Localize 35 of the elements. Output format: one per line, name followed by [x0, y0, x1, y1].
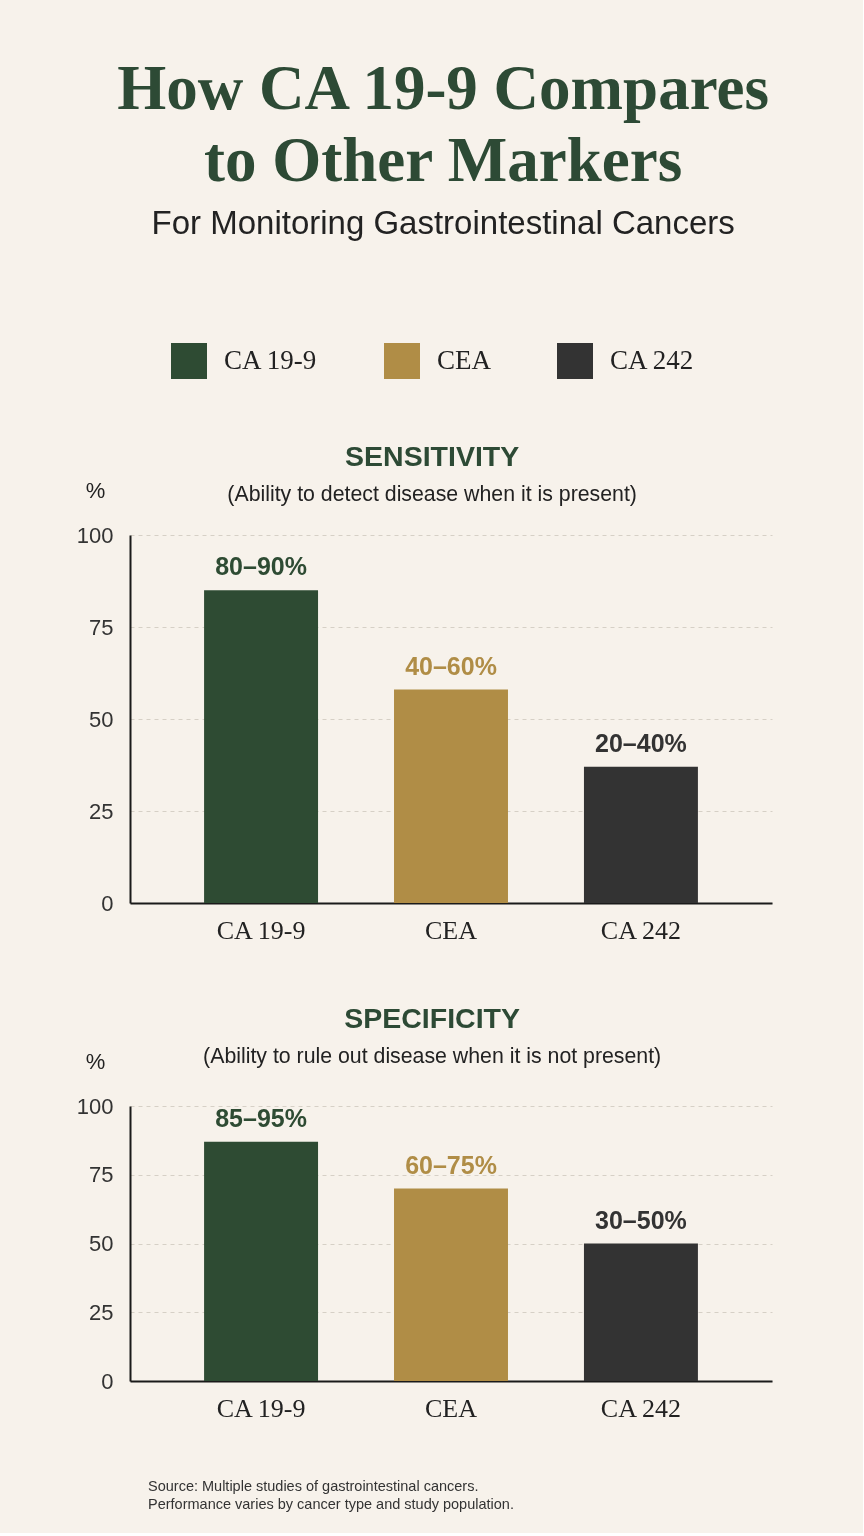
y-tick-label: 50 — [89, 706, 114, 732]
y-axis-title: % — [85, 477, 106, 503]
x-tick-label: CEA — [425, 915, 478, 945]
legend-label: CEA — [437, 345, 492, 375]
chart-title: SENSITIVITY — [345, 440, 520, 473]
y-tick-label: 25 — [89, 1299, 114, 1325]
x-tick-label: CEA — [425, 1393, 478, 1423]
x-tick-label: CA 242 — [600, 1393, 682, 1423]
text: For Monitoring Gastrointestinal Cancers — [151, 204, 735, 241]
chart-subtitle: (Ability to rule out disease when it is not present) — [203, 1043, 662, 1068]
text: How CA 19-9 Compares to Other Markers — [117, 53, 769, 195]
y-tick-label: 75 — [89, 1162, 114, 1188]
y-tick-label: 75 — [89, 614, 114, 640]
annotation: 40–60% — [405, 651, 497, 680]
x-tick-label: CA 19-9 — [216, 1393, 306, 1423]
annotation: 60–75% — [405, 1150, 497, 1179]
chart-subtitle: (Ability to detect disease when it is present) — [227, 481, 637, 506]
y-tick-label: 100 — [76, 522, 114, 548]
x-tick-label: CA 19-9 — [216, 915, 306, 945]
y-tick-label: 50 — [89, 1231, 114, 1256]
y-tick-label: 0 — [101, 1368, 114, 1394]
y-axis-title: % — [85, 1048, 106, 1074]
annotation: 30–50% — [595, 1205, 687, 1234]
y-tick-label: 25 — [89, 798, 114, 824]
annotation: 80–90% — [215, 552, 307, 581]
y-tick-label: 100 — [76, 1093, 114, 1119]
x-tick-label: CA 242 — [600, 915, 682, 945]
chart-title: SPECIFICITY — [344, 1002, 521, 1035]
text: Performance varies by cancer type and study population. — [148, 1496, 514, 1512]
source-note: Source: Multiple studies of gastrointestinal cancers. — [148, 1478, 479, 1494]
legend-label: CA 242 — [610, 345, 694, 375]
y-tick-label: 0 — [101, 890, 114, 916]
legend-label: CA 19-9 — [224, 345, 317, 375]
annotation: 20–40% — [595, 728, 687, 757]
annotation: 85–95% — [215, 1103, 307, 1132]
